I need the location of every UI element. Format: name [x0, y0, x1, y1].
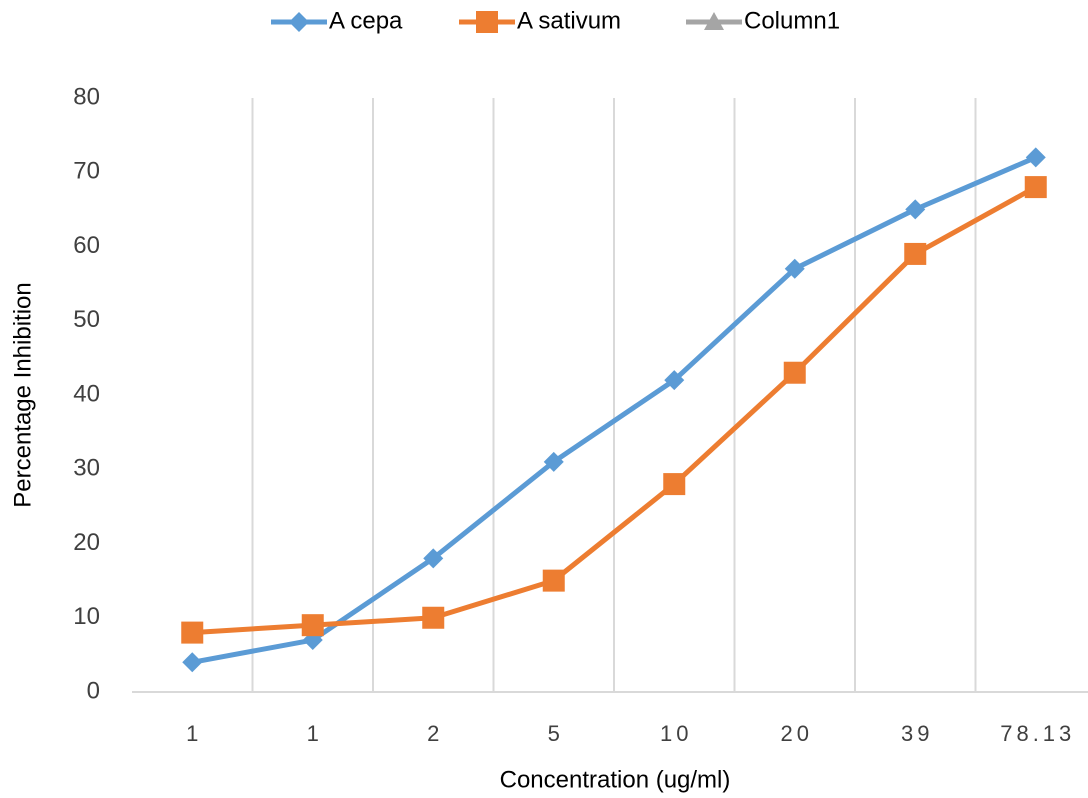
x-tick-label: 1	[307, 721, 323, 746]
y-tick-label: 10	[73, 603, 100, 630]
marker	[423, 548, 444, 569]
marker	[784, 258, 805, 279]
legend-label: Column1	[744, 7, 840, 34]
x-tick-label: 20	[781, 721, 813, 746]
marker	[422, 606, 445, 629]
legend-marker	[289, 12, 309, 32]
marker	[182, 652, 203, 673]
x-axis-title: Concentration (ug/ml)	[500, 766, 731, 793]
marker	[181, 621, 204, 644]
marker	[542, 569, 565, 592]
y-tick-label: 30	[73, 455, 100, 482]
y-tick-label: 20	[73, 529, 100, 556]
marker	[663, 473, 686, 496]
marker	[905, 199, 926, 220]
x-tick-label: 1	[186, 721, 202, 746]
legend-label: A cepa	[329, 7, 403, 34]
marker	[783, 361, 806, 384]
x-tick-label: 39	[901, 721, 933, 746]
marker	[301, 614, 324, 637]
marker	[1025, 147, 1046, 168]
y-tick-label: 80	[73, 83, 100, 110]
x-tick-label: 10	[660, 721, 692, 746]
legend-label: A sativum	[517, 7, 621, 34]
marker	[664, 370, 685, 391]
series-line	[192, 184, 1037, 636]
y-axis-title: Percentage Inhibition	[9, 282, 36, 508]
legend-marker	[476, 11, 498, 33]
marker	[543, 451, 564, 472]
y-tick-label: 70	[73, 158, 100, 185]
marker	[904, 242, 927, 265]
x-tick-label: 2	[427, 721, 443, 746]
y-tick-label: 0	[87, 677, 100, 704]
legend-marker	[704, 12, 724, 30]
y-tick-label: 40	[73, 380, 100, 407]
x-tick-label: 5	[548, 721, 564, 746]
marker	[1024, 176, 1047, 199]
x-tick-label: 78.13	[1000, 721, 1075, 746]
y-tick-label: 50	[73, 306, 100, 333]
y-tick-label: 60	[73, 232, 100, 259]
